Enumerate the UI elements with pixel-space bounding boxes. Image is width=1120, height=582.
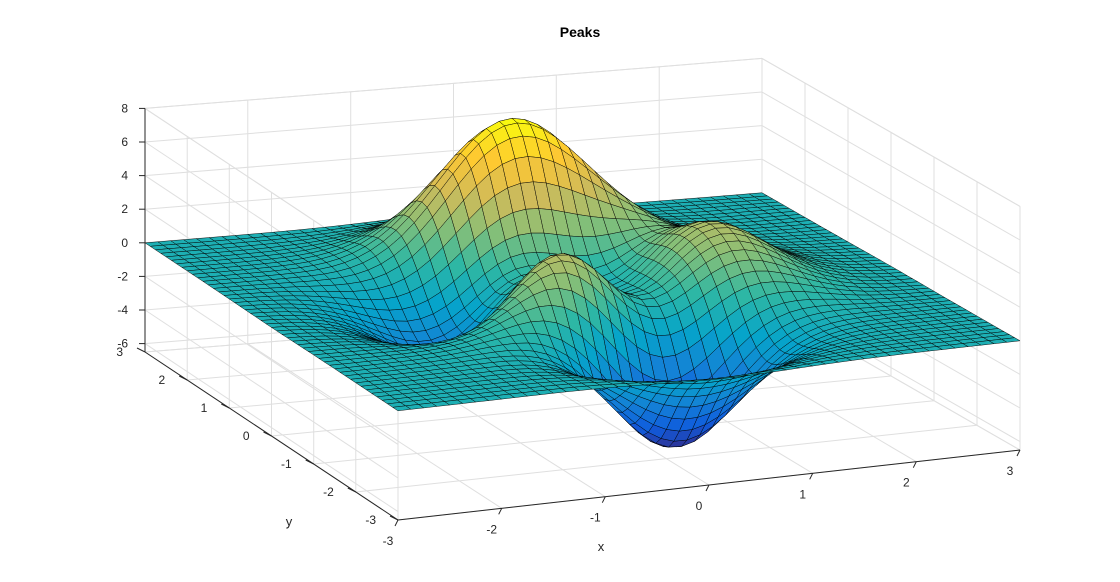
x-tick-mark <box>912 461 917 468</box>
z-tick-label: 2 <box>121 202 128 216</box>
z-tick-label: -2 <box>117 269 128 283</box>
back-wall-grid-line-z <box>144 91 763 143</box>
x-tick-label: 2 <box>903 476 910 490</box>
chart-title: Peaks <box>560 24 601 40</box>
surface-patch <box>1001 337 1021 343</box>
x-tick-mark <box>601 496 606 503</box>
y-tick-label: -1 <box>281 457 292 471</box>
left-wall-grid-line-z <box>144 309 399 479</box>
x-tick-mark <box>498 508 503 515</box>
y-tick-label: 0 <box>243 429 250 443</box>
back-wall-grid-line-z <box>144 125 763 177</box>
x-tick-label: -1 <box>590 511 601 525</box>
y-tick-mark <box>305 459 314 465</box>
x-tick-label: 3 <box>1007 464 1014 478</box>
floor-grid-line-y <box>355 424 978 493</box>
y-tick-label: -2 <box>323 485 334 499</box>
x-tick-mark <box>1016 449 1021 457</box>
y-tick-label: 2 <box>159 373 166 387</box>
left-wall-grid-line-z <box>144 275 399 445</box>
x-tick-mark <box>705 484 710 492</box>
z-tick-label: 0 <box>121 236 128 250</box>
y-tick-mark <box>263 431 272 437</box>
left-wall-grid-line-z <box>144 343 399 513</box>
x-tick-label: -2 <box>486 522 497 536</box>
y-tick-mark <box>389 515 399 521</box>
x-tick-label: 1 <box>799 487 806 501</box>
right-wall-grid-line-z <box>761 91 1021 241</box>
floor-grid-line-y <box>271 375 892 437</box>
y-tick-label: -3 <box>365 513 376 527</box>
x-axis-label: x <box>598 539 605 554</box>
y-tick-mark <box>221 403 230 409</box>
z-tick-label: 8 <box>121 101 128 115</box>
y-tick-mark <box>136 347 146 353</box>
y-tick-mark <box>178 375 188 381</box>
back-wall-grid-line-z <box>144 57 763 109</box>
x-tick-label: 0 <box>696 499 703 513</box>
x-tick-mark <box>394 519 399 527</box>
right-wall-grid-line-z <box>761 57 1021 207</box>
y-axis-label: y <box>286 514 293 529</box>
z-tick-label: 4 <box>121 169 128 183</box>
z-tick-label: -4 <box>117 303 128 317</box>
x-tick-label: -3 <box>383 534 394 548</box>
surface-mesh <box>144 118 1021 448</box>
y-tick-label: 1 <box>201 401 208 415</box>
y-tick-mark <box>347 487 357 493</box>
z-tick-label: -6 <box>117 337 128 351</box>
floor-grid-line-y <box>313 400 935 465</box>
z-tick-label: 6 <box>121 135 128 149</box>
right-wall-grid-line-z <box>761 158 1021 308</box>
x-tick-mark <box>809 473 814 480</box>
y-tick-label: 3 <box>116 345 123 359</box>
right-wall-grid-line-z <box>761 125 1021 275</box>
